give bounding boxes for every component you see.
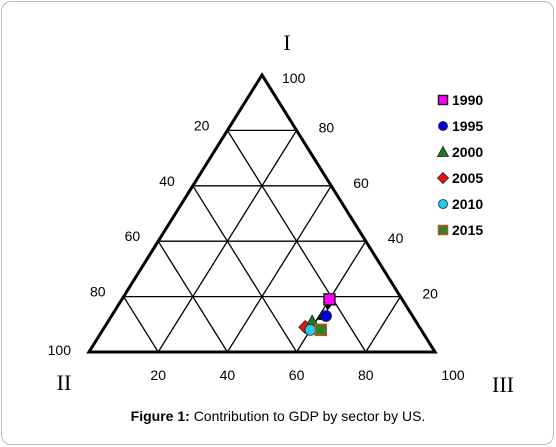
tick-label-III: 80 bbox=[358, 367, 374, 383]
data-point-2010 bbox=[304, 323, 317, 336]
tick-labels: 20 40 60 80 100 20 40 60 80 100 20 40 60 80 100 bbox=[48, 70, 465, 383]
legend-marker-1995 bbox=[438, 121, 448, 131]
grid-lines bbox=[123, 129, 401, 353]
tick-label-I: 40 bbox=[388, 230, 404, 246]
data-points bbox=[298, 293, 336, 337]
legend-label-2010: 2010 bbox=[452, 196, 483, 212]
legend-marker-2005 bbox=[436, 171, 450, 185]
corner-label-bottom-left: II bbox=[57, 370, 72, 395]
caption-label: Figure 1: bbox=[130, 408, 190, 424]
grid-line-II bbox=[157, 240, 228, 353]
caption-text: Contribution to GDP by sector by US. bbox=[193, 408, 426, 424]
grid-line-III bbox=[365, 296, 401, 353]
legend-marker-2000 bbox=[436, 145, 450, 157]
trend-arrow bbox=[316, 312, 326, 321]
tick-label-II: 20 bbox=[194, 117, 210, 133]
legend-label-2015: 2015 bbox=[452, 222, 483, 238]
legend: 1990 1995 2000 2005 2010 2015 bbox=[436, 92, 483, 238]
tick-label-II: 40 bbox=[159, 173, 175, 189]
figure-caption: Figure 1: Contribution to GDP by sector … bbox=[0, 408, 556, 424]
legend-label-1995: 1995 bbox=[452, 118, 483, 134]
tick-label-II: 80 bbox=[90, 284, 106, 300]
legend-label-2000: 2000 bbox=[452, 144, 483, 160]
tick-label-III: 20 bbox=[150, 367, 166, 383]
legend-label-1990: 1990 bbox=[452, 92, 483, 108]
tick-label-I: 20 bbox=[422, 286, 438, 302]
tick-label-II: 60 bbox=[125, 228, 141, 244]
tick-label-III: 40 bbox=[220, 367, 236, 383]
corner-label-top: I bbox=[283, 30, 290, 55]
ternary-chart: 20 40 60 80 100 20 40 60 80 100 20 40 60 80 100 I II I… bbox=[48, 30, 514, 397]
tick-label-I: 80 bbox=[319, 119, 335, 135]
data-point-2015 bbox=[314, 323, 328, 337]
corner-label-bottom-right: III bbox=[492, 372, 514, 397]
tick-label-III: 60 bbox=[289, 367, 305, 383]
tick-label-II: 100 bbox=[48, 342, 72, 358]
triangle-outline bbox=[86, 72, 438, 354]
trend-arrows bbox=[316, 302, 333, 321]
legend-marker-2015 bbox=[437, 224, 449, 236]
grid-line-III bbox=[226, 185, 332, 353]
tick-label-I: 60 bbox=[353, 175, 369, 191]
legend-label-2005: 2005 bbox=[452, 170, 483, 186]
data-point-1995 bbox=[320, 310, 332, 322]
legend-marker-2010 bbox=[438, 199, 448, 209]
grid-line-II bbox=[192, 185, 298, 353]
tick-label-I: 100 bbox=[282, 70, 306, 86]
grid-line-II bbox=[123, 296, 159, 353]
trend-arrow bbox=[324, 302, 333, 312]
legend-marker-1990 bbox=[437, 94, 449, 106]
data-point-1990 bbox=[323, 293, 336, 306]
tick-label-III: 100 bbox=[441, 367, 465, 383]
